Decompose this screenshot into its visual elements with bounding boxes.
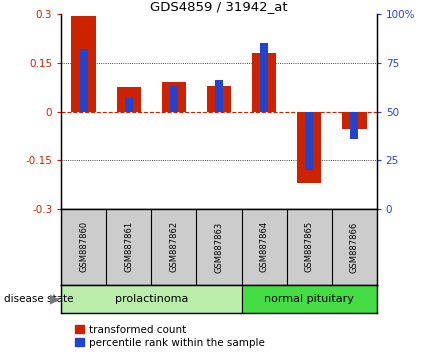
Bar [350, 112, 358, 139]
Bar [162, 82, 186, 112]
Bar [125, 98, 133, 112]
Text: GSM887862: GSM887862 [170, 221, 178, 273]
Bar [260, 44, 268, 112]
Bar [117, 87, 141, 112]
Text: GSM887861: GSM887861 [124, 221, 134, 273]
Text: GSM887860: GSM887860 [79, 221, 88, 273]
Bar [71, 16, 96, 112]
Text: ▶: ▶ [50, 293, 60, 306]
Bar [170, 86, 178, 112]
Text: GSM887863: GSM887863 [215, 221, 223, 273]
Text: disease state: disease state [4, 294, 74, 304]
Bar [215, 80, 223, 112]
Bar [305, 112, 313, 170]
Bar [297, 112, 321, 183]
Text: GSM887865: GSM887865 [304, 221, 314, 273]
Bar [61, 285, 241, 313]
Text: GSM887866: GSM887866 [350, 221, 359, 273]
Bar [80, 49, 88, 112]
Text: normal pituitary: normal pituitary [264, 294, 354, 304]
Bar [207, 86, 231, 112]
Legend: transformed count, percentile rank within the sample: transformed count, percentile rank withi… [74, 324, 266, 349]
Text: GSM887864: GSM887864 [260, 221, 268, 273]
Title: GDS4859 / 31942_at: GDS4859 / 31942_at [150, 0, 288, 13]
Bar [252, 53, 276, 112]
Bar [342, 112, 367, 129]
Bar [241, 285, 377, 313]
Text: prolactinoma: prolactinoma [115, 294, 188, 304]
